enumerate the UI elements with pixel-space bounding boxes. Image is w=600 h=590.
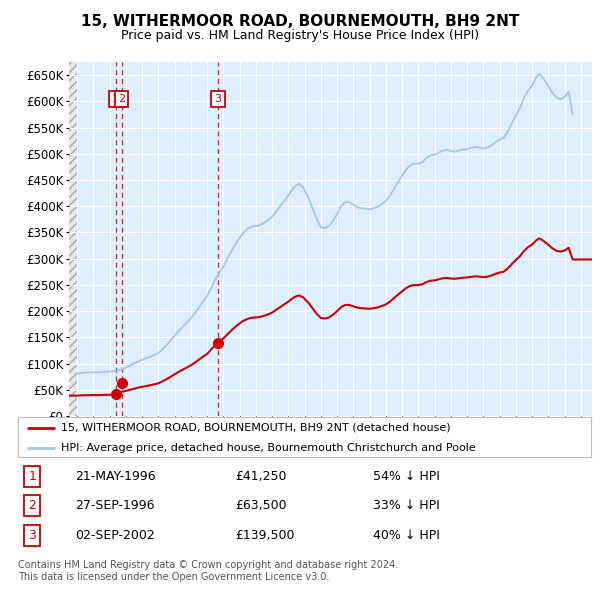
Text: 1: 1	[112, 94, 119, 104]
Text: 40% ↓ HPI: 40% ↓ HPI	[373, 529, 440, 542]
Text: 15, WITHERMOOR ROAD, BOURNEMOUTH, BH9 2NT (detached house): 15, WITHERMOOR ROAD, BOURNEMOUTH, BH9 2N…	[61, 423, 451, 433]
Text: HPI: Average price, detached house, Bournemouth Christchurch and Poole: HPI: Average price, detached house, Bour…	[61, 443, 476, 453]
Text: 1: 1	[28, 470, 36, 483]
Bar	[69, 62, 77, 416]
Text: £139,500: £139,500	[236, 529, 295, 542]
Text: 15, WITHERMOOR ROAD, BOURNEMOUTH, BH9 2NT: 15, WITHERMOOR ROAD, BOURNEMOUTH, BH9 2N…	[81, 14, 519, 30]
Text: Contains HM Land Registry data © Crown copyright and database right 2024.: Contains HM Land Registry data © Crown c…	[18, 560, 398, 570]
Text: 3: 3	[214, 94, 221, 104]
Text: 3: 3	[28, 529, 36, 542]
Text: £41,250: £41,250	[236, 470, 287, 483]
Text: 21-MAY-1996: 21-MAY-1996	[76, 470, 156, 483]
Text: 33% ↓ HPI: 33% ↓ HPI	[373, 499, 440, 513]
Text: Price paid vs. HM Land Registry's House Price Index (HPI): Price paid vs. HM Land Registry's House …	[121, 29, 479, 42]
Text: 2: 2	[28, 499, 36, 513]
Text: 02-SEP-2002: 02-SEP-2002	[76, 529, 155, 542]
Text: This data is licensed under the Open Government Licence v3.0.: This data is licensed under the Open Gov…	[18, 572, 329, 582]
Text: 27-SEP-1996: 27-SEP-1996	[76, 499, 155, 513]
Text: £63,500: £63,500	[236, 499, 287, 513]
Text: 54% ↓ HPI: 54% ↓ HPI	[373, 470, 440, 483]
Text: 2: 2	[118, 94, 125, 104]
